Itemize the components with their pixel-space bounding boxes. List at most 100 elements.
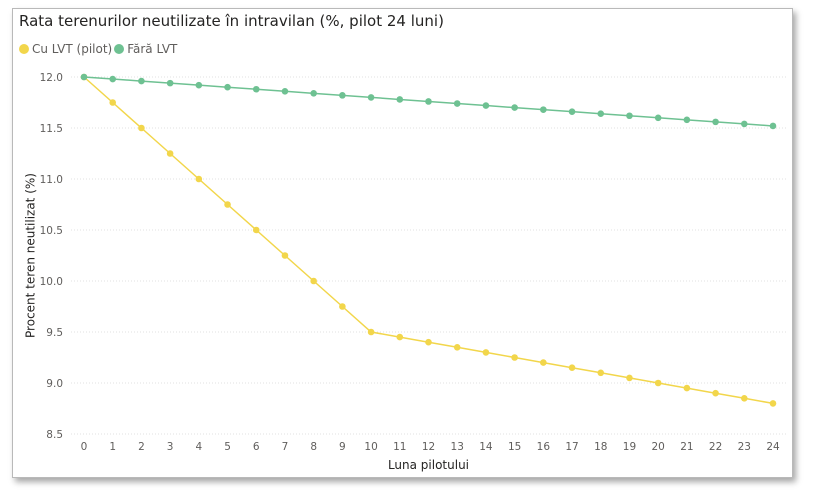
series-cu-lvt: [80, 73, 777, 407]
x-tick-label: 6: [253, 441, 260, 453]
y-axis-title: Procent teren neutilizat (%): [24, 173, 38, 338]
data-point[interactable]: [138, 77, 145, 85]
x-tick-label: 11: [393, 441, 406, 453]
data-point[interactable]: [597, 369, 605, 377]
x-tick-label: 2: [138, 441, 145, 453]
data-point[interactable]: [597, 110, 605, 118]
data-point[interactable]: [740, 120, 748, 128]
data-point[interactable]: [654, 114, 662, 122]
data-point[interactable]: [626, 112, 633, 120]
x-axis-title: Luna pilotului: [388, 458, 469, 472]
series-fara-lvt: [80, 73, 777, 130]
data-point[interactable]: [339, 303, 346, 310]
data-point[interactable]: [109, 99, 117, 106]
x-tick-label: 3: [167, 441, 174, 453]
data-point[interactable]: [166, 150, 174, 157]
x-tick-label: 21: [680, 441, 693, 453]
legend-item-fara-lvt[interactable]: Fără LVT: [114, 42, 177, 56]
x-tick-label: 13: [451, 441, 464, 453]
data-point[interactable]: [425, 98, 432, 105]
x-tick-label: 15: [508, 441, 521, 453]
x-tick-label: 24: [766, 441, 780, 453]
x-tick-label: 10: [364, 441, 377, 453]
legend-label-fara-lvt: Fără LVT: [127, 42, 178, 56]
data-point[interactable]: [769, 400, 777, 407]
data-point[interactable]: [195, 175, 203, 183]
data-point[interactable]: [568, 364, 576, 372]
data-point[interactable]: [712, 389, 719, 397]
data-point[interactable]: [339, 92, 346, 99]
data-point[interactable]: [654, 379, 662, 387]
data-point[interactable]: [425, 338, 432, 346]
data-point[interactable]: [396, 96, 404, 103]
data-point[interactable]: [568, 108, 576, 115]
data-point[interactable]: [626, 374, 633, 382]
gridlines: [71, 76, 786, 435]
y-tick-label: 12.0: [40, 72, 63, 84]
y-tick-label: 9.5: [46, 327, 63, 339]
data-point[interactable]: [540, 106, 547, 113]
data-point[interactable]: [540, 359, 547, 366]
data-point[interactable]: [367, 328, 375, 336]
x-tick-label: 0: [81, 441, 88, 453]
x-tick-label: 9: [339, 441, 346, 453]
chart-frame: Rata terenurilor neutilizate în intravil…: [12, 8, 793, 478]
x-tick-label: 7: [282, 441, 289, 453]
data-point[interactable]: [224, 83, 231, 91]
x-tick-label: 4: [195, 441, 202, 453]
data-point[interactable]: [482, 102, 490, 109]
legend-marker-icon: [114, 44, 125, 54]
data-point[interactable]: [769, 122, 777, 130]
x-tick-label: 8: [310, 441, 317, 453]
data-point[interactable]: [224, 201, 231, 208]
y-tick-label: 11.0: [40, 174, 63, 186]
y-tick-label: 10.5: [40, 225, 63, 237]
x-tick-label: 19: [623, 441, 636, 453]
x-tick-label: 18: [594, 441, 607, 453]
data-point[interactable]: [281, 87, 289, 95]
x-tick-label: 22: [709, 441, 722, 453]
x-tick-label: 1: [109, 441, 116, 453]
legend-label-cu-lvt: Cu LVT (pilot): [32, 42, 113, 56]
data-point[interactable]: [453, 100, 461, 107]
data-point[interactable]: [482, 349, 490, 356]
y-tick-label: 9.0: [46, 378, 63, 390]
data-point[interactable]: [453, 344, 461, 351]
x-tick-label: 12: [422, 441, 435, 453]
series-lines: [80, 73, 777, 407]
chart-legend: Cu LVT (pilot) Fără LVT: [19, 42, 179, 56]
chart-title: Rata terenurilor neutilizate în intravil…: [19, 12, 444, 30]
data-point[interactable]: [252, 85, 260, 93]
data-point[interactable]: [310, 277, 317, 285]
x-tick-label: 5: [224, 441, 231, 453]
x-tick-label: 23: [738, 441, 751, 453]
series-line: [83, 76, 774, 405]
data-point[interactable]: [138, 124, 145, 132]
x-tick-label: 17: [565, 441, 578, 453]
data-point[interactable]: [740, 395, 748, 402]
data-point[interactable]: [252, 226, 260, 234]
data-point[interactable]: [683, 116, 691, 124]
y-tick-label: 10.0: [40, 276, 63, 288]
data-point[interactable]: [683, 384, 691, 392]
x-tick-label: 20: [651, 441, 664, 453]
data-point[interactable]: [712, 118, 719, 126]
data-point[interactable]: [166, 79, 174, 87]
y-tick-label: 8.5: [46, 429, 63, 441]
data-point[interactable]: [367, 94, 375, 101]
x-axis-ticks: 0 1 2 3 4 5 6 7 8 9 10 11 12 13 14 15 16 17 18 19 20 21 22 23 24: [81, 441, 780, 453]
legend-marker-icon: [19, 44, 29, 54]
data-point[interactable]: [195, 81, 203, 89]
data-point[interactable]: [511, 354, 518, 361]
x-tick-label: 16: [537, 441, 551, 453]
data-point[interactable]: [281, 252, 289, 259]
data-point[interactable]: [80, 73, 88, 81]
y-axis-ticks: 8.5 9.0 9.5 10.0 10.5 11.0 11.5 12.0: [40, 72, 63, 441]
data-point[interactable]: [310, 90, 317, 97]
data-point[interactable]: [109, 75, 117, 83]
data-point[interactable]: [511, 104, 518, 111]
y-tick-label: 11.5: [40, 123, 63, 135]
legend-item-cu-lvt[interactable]: Cu LVT (pilot): [19, 42, 112, 56]
data-point[interactable]: [396, 333, 404, 341]
